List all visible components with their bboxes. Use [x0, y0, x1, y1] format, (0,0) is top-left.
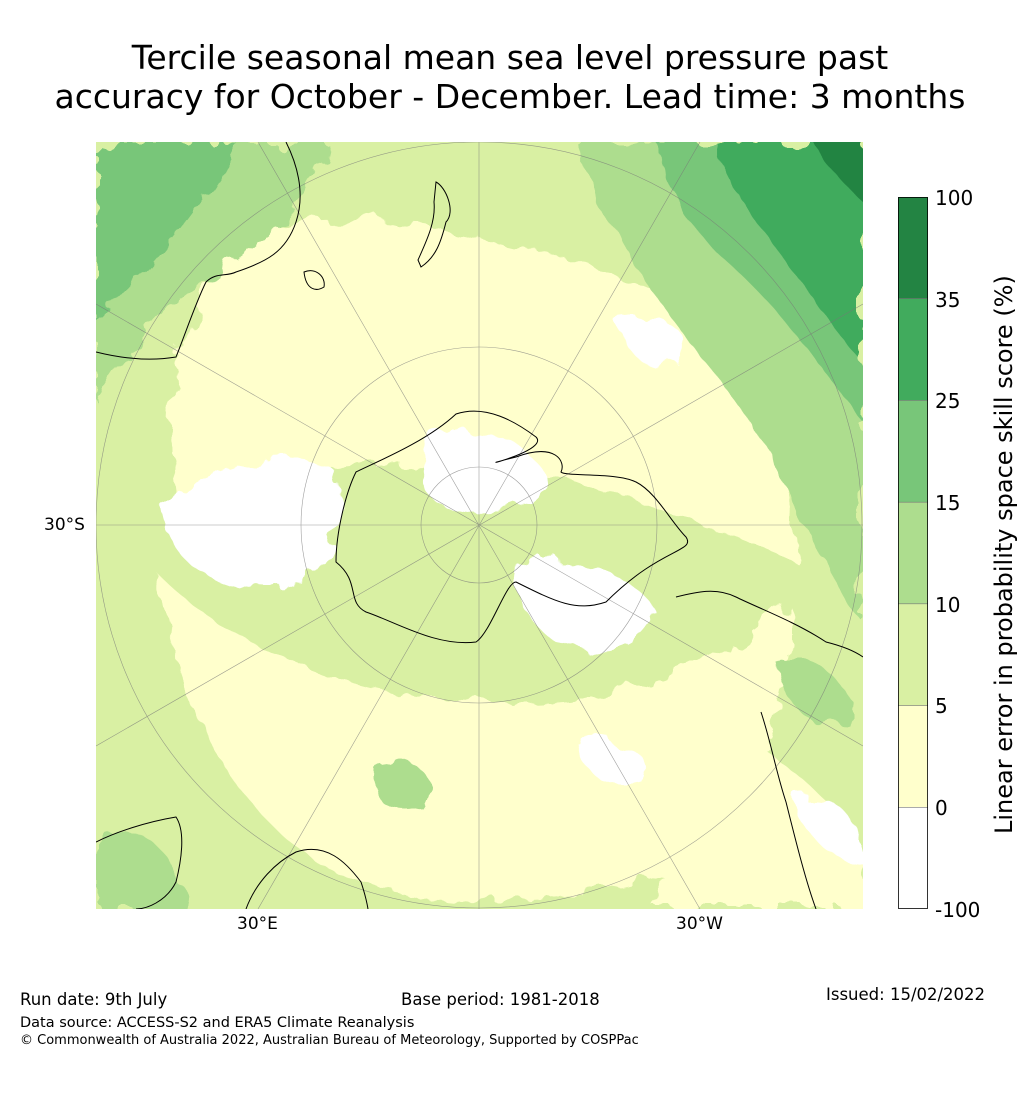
skill-region-negative-6: [796, 799, 863, 862]
colorbar: [898, 197, 928, 909]
colorbar-bin-1: [898, 298, 928, 401]
skill-region-0-5-north: [169, 220, 796, 563]
skill-region-negative-2: [419, 429, 546, 513]
south-america-coastline: [675, 590, 863, 658]
issued-date: Issued: 15/02/2022: [826, 985, 986, 1004]
latitude-label-30s: 30°S: [44, 515, 85, 535]
colorbar-bin-2: [898, 400, 928, 503]
colorbar-tick-10: 10: [935, 593, 961, 617]
tasmania-coastline: [303, 270, 325, 290]
colorbar-tick-100: 100: [935, 186, 974, 210]
colorbar-bin-5: [898, 705, 928, 808]
colorbar-tick-15: 15: [935, 491, 961, 515]
colorbar-bin-4: [898, 603, 928, 706]
data-source: Data source: ACCESS-S2 and ERA5 Climate …: [20, 1015, 415, 1031]
colorbar-bin-6: [898, 807, 928, 909]
skill-region-25-35-northeast: [716, 142, 863, 362]
polar-map: [96, 142, 863, 909]
chart-title: Tercile seasonal mean sea level pressure…: [0, 38, 1020, 116]
run-date: Run date: 9th July: [20, 990, 168, 1009]
meridian-line-6: [96, 303, 863, 747]
australia-coastline: [96, 142, 301, 360]
colorbar-tick-35: 35: [935, 288, 961, 312]
colorbar-bin-3: [898, 502, 928, 604]
skill-region-negative-5: [576, 739, 648, 786]
longitude-label-30w: 30°W: [676, 914, 723, 934]
skill-region-35-100-northeast: [816, 142, 863, 202]
antarctica-coastline: [335, 410, 689, 644]
title-line-1: Tercile seasonal mean sea level pressure…: [131, 38, 889, 77]
africa-south-coastline: [245, 848, 369, 909]
map-svg: [96, 142, 863, 909]
skill-region-0-5-east: [656, 702, 863, 909]
colorbar-border: [898, 197, 928, 909]
coastlines: [96, 142, 863, 909]
colorbar-tick-25: 25: [935, 389, 961, 413]
graticule: [96, 142, 863, 909]
colorbar-label: Linear error in probability space skill …: [990, 275, 1018, 834]
title-line-2: accuracy for October - December. Lead ti…: [54, 77, 966, 116]
africa-coastline: [96, 816, 183, 909]
base-period: Base period: 1981-2018: [401, 990, 600, 1009]
skill-region-15-25-northwest: [96, 142, 236, 322]
longitude-label-30e: 30°E: [237, 914, 278, 934]
skill-region-10-15-patch-2: [776, 660, 848, 725]
south-america-west-coastline: [760, 711, 817, 909]
skill-region-negative-4: [616, 319, 688, 366]
colorbar-tick-minus-100: -100: [935, 898, 981, 922]
skill-region-0-5-south: [156, 572, 788, 900]
colorbar-bin-0: [898, 197, 928, 299]
skill-region-10-15-southwest: [96, 834, 186, 909]
new-zealand-coastline: [417, 181, 451, 268]
colorbar-svg: [898, 197, 928, 909]
colorbar-tick-0: 0: [935, 796, 948, 820]
copyright: © Commonwealth of Australia 2022, Austra…: [20, 1033, 639, 1048]
skill-region-10-15-patch-1: [374, 760, 433, 815]
colorbar-tick-5: 5: [935, 694, 948, 718]
